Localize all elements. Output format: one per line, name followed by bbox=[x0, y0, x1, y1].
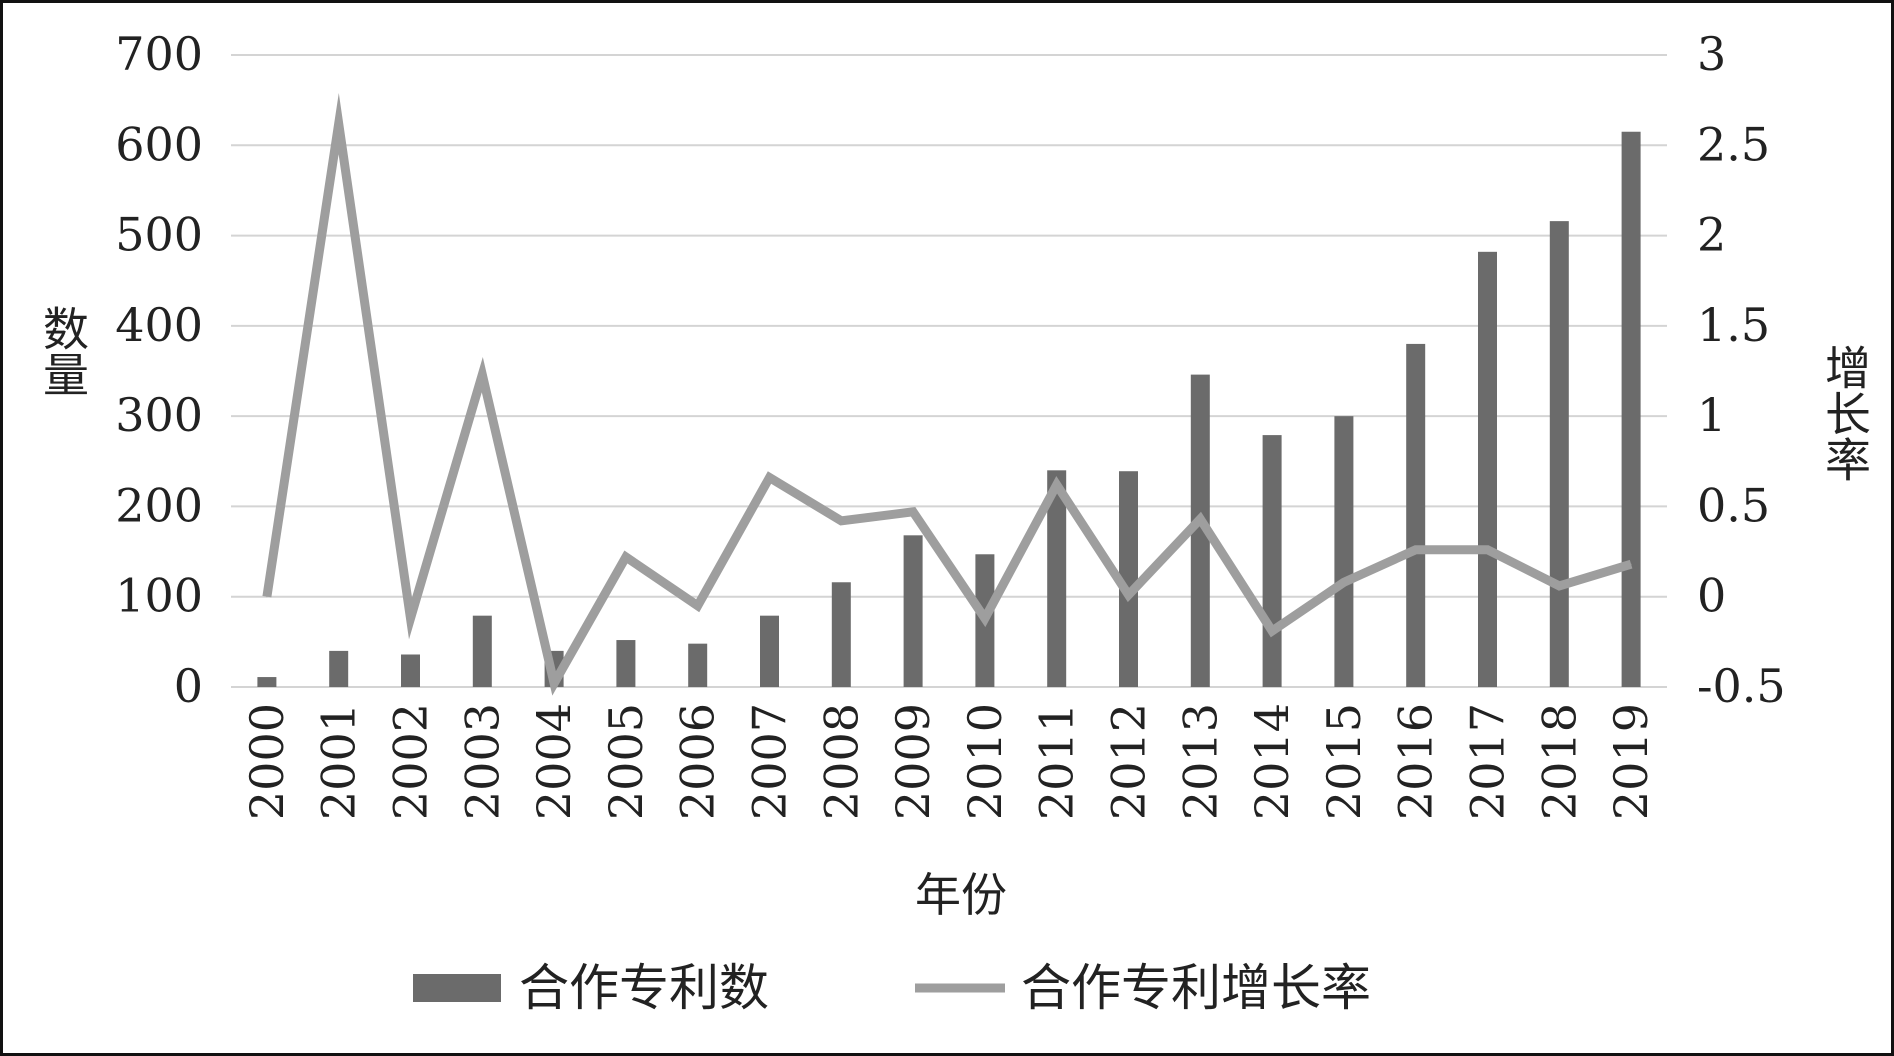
bar-series bbox=[257, 131, 1641, 687]
line-point-2000 bbox=[266, 596, 268, 598]
line-point-2009 bbox=[912, 511, 914, 513]
y2-tick-label: 1 bbox=[1697, 388, 1726, 442]
x-tick-label: 2004 bbox=[527, 703, 581, 820]
x-tick-label: 2006 bbox=[671, 703, 725, 820]
bar-2007 bbox=[760, 615, 779, 687]
bar-2008 bbox=[831, 582, 851, 687]
y-tick-label: 400 bbox=[115, 298, 203, 352]
bar-2012 bbox=[1119, 471, 1138, 687]
legend-label-bar: 合作专利数 bbox=[519, 959, 769, 1017]
line-point-2015 bbox=[1343, 581, 1345, 583]
bar-2002 bbox=[401, 654, 420, 687]
x-tick-label: 2000 bbox=[240, 703, 294, 820]
line-point-2018 bbox=[1558, 585, 1560, 587]
y-tick-label: 300 bbox=[115, 388, 203, 442]
x-tick-label: 2009 bbox=[886, 703, 940, 820]
y2-tick-label: 0 bbox=[1697, 569, 1726, 623]
bar-2011 bbox=[1047, 470, 1067, 687]
y2-axis-title: 增长率 bbox=[1818, 344, 1872, 482]
line-point-2016 bbox=[1415, 549, 1417, 551]
x-tick-label: 2016 bbox=[1389, 703, 1443, 820]
x-tick-label: 2019 bbox=[1604, 703, 1658, 820]
x-tick-label: 2008 bbox=[814, 703, 868, 820]
line-point-2019 bbox=[1630, 563, 1632, 565]
legend: 合作专利数 合作专利增长率 bbox=[413, 959, 1371, 1017]
line-point-2001 bbox=[338, 123, 340, 125]
x-tick-label: 2017 bbox=[1461, 703, 1515, 820]
y-tick-label: 700 bbox=[115, 27, 203, 81]
y2-tick-label: -0.5 bbox=[1697, 659, 1786, 713]
left-axis-ticks: 0 100 200 300 400 500 600 700 bbox=[115, 27, 203, 713]
y-tick-label: 100 bbox=[115, 569, 203, 623]
line-point-2017 bbox=[1487, 549, 1488, 551]
right-axis-ticks: -0.5 0 0.5 1 1.5 2 2.5 3 bbox=[1697, 27, 1786, 713]
y2-tick-label: 3 bbox=[1697, 27, 1726, 81]
line-point-2005 bbox=[625, 556, 627, 558]
y2-tick-label: 2.5 bbox=[1697, 117, 1770, 171]
x-axis-title: 年份 bbox=[915, 868, 1007, 922]
x-tick-label: 2005 bbox=[599, 703, 653, 820]
y-tick-label: 600 bbox=[115, 117, 203, 171]
x-tick-label: 2011 bbox=[1030, 703, 1084, 820]
bar-2019 bbox=[1621, 131, 1641, 687]
line-point-2013 bbox=[1199, 518, 1201, 520]
bar-2009 bbox=[903, 535, 923, 687]
x-tick-label: 2018 bbox=[1532, 703, 1586, 820]
line-point-2007 bbox=[769, 477, 770, 479]
x-tick-label: 2007 bbox=[743, 703, 797, 820]
line-point-2014 bbox=[1271, 630, 1273, 632]
bar-2003 bbox=[472, 615, 492, 687]
line-point-2006 bbox=[697, 605, 699, 607]
x-tick-label: 2013 bbox=[1173, 703, 1227, 820]
bar-2001 bbox=[329, 650, 349, 687]
line-point-2010 bbox=[984, 617, 986, 619]
line-point-2003 bbox=[481, 374, 483, 376]
y-tick-label: 0 bbox=[174, 659, 203, 713]
x-axis-ticks: 2000 2001 2002 2003 2004 2005 2006 2007 2008 2009… bbox=[240, 703, 1658, 820]
bar-2014 bbox=[1262, 435, 1282, 687]
bar-2005 bbox=[616, 640, 636, 687]
line-point-2004 bbox=[553, 682, 555, 684]
x-tick-label: 2002 bbox=[384, 703, 438, 820]
legend-label-line: 合作专利增长率 bbox=[1021, 959, 1371, 1017]
bar-2013 bbox=[1190, 374, 1210, 687]
legend-swatch-bar bbox=[413, 974, 501, 1002]
bar-2016 bbox=[1406, 343, 1426, 687]
line-point-2012 bbox=[1128, 594, 1129, 596]
x-tick-label: 2014 bbox=[1245, 703, 1299, 820]
gridlines bbox=[231, 54, 1667, 688]
line-point-2002 bbox=[410, 617, 411, 619]
line-series bbox=[262, 92, 1633, 696]
bar-2006 bbox=[688, 643, 708, 687]
bar-2000 bbox=[257, 677, 277, 687]
y-axis-title: 数量 bbox=[36, 305, 90, 397]
bar-2017 bbox=[1478, 251, 1497, 687]
x-tick-label: 2003 bbox=[455, 703, 509, 820]
bar-2015 bbox=[1334, 416, 1354, 687]
x-tick-label: 2015 bbox=[1317, 703, 1371, 820]
y2-tick-label: 0.5 bbox=[1697, 478, 1770, 532]
y2-tick-label: 1.5 bbox=[1697, 298, 1770, 352]
line-point-2011 bbox=[1056, 484, 1058, 486]
bar-2018 bbox=[1549, 221, 1569, 687]
combo-chart: 0 100 200 300 400 500 600 700 -0.5 0 0.5 1 1.5 2 2.5 3… bbox=[36, 27, 1872, 1017]
y-tick-label: 500 bbox=[115, 208, 203, 262]
x-tick-label: 2010 bbox=[958, 703, 1012, 820]
y2-tick-label: 2 bbox=[1697, 208, 1726, 262]
growth-rate-line bbox=[262, 92, 1633, 696]
x-tick-label: 2001 bbox=[312, 703, 366, 820]
line-point-2008 bbox=[840, 520, 842, 522]
x-tick-label: 2012 bbox=[1102, 703, 1156, 820]
y-tick-label: 200 bbox=[115, 478, 203, 532]
